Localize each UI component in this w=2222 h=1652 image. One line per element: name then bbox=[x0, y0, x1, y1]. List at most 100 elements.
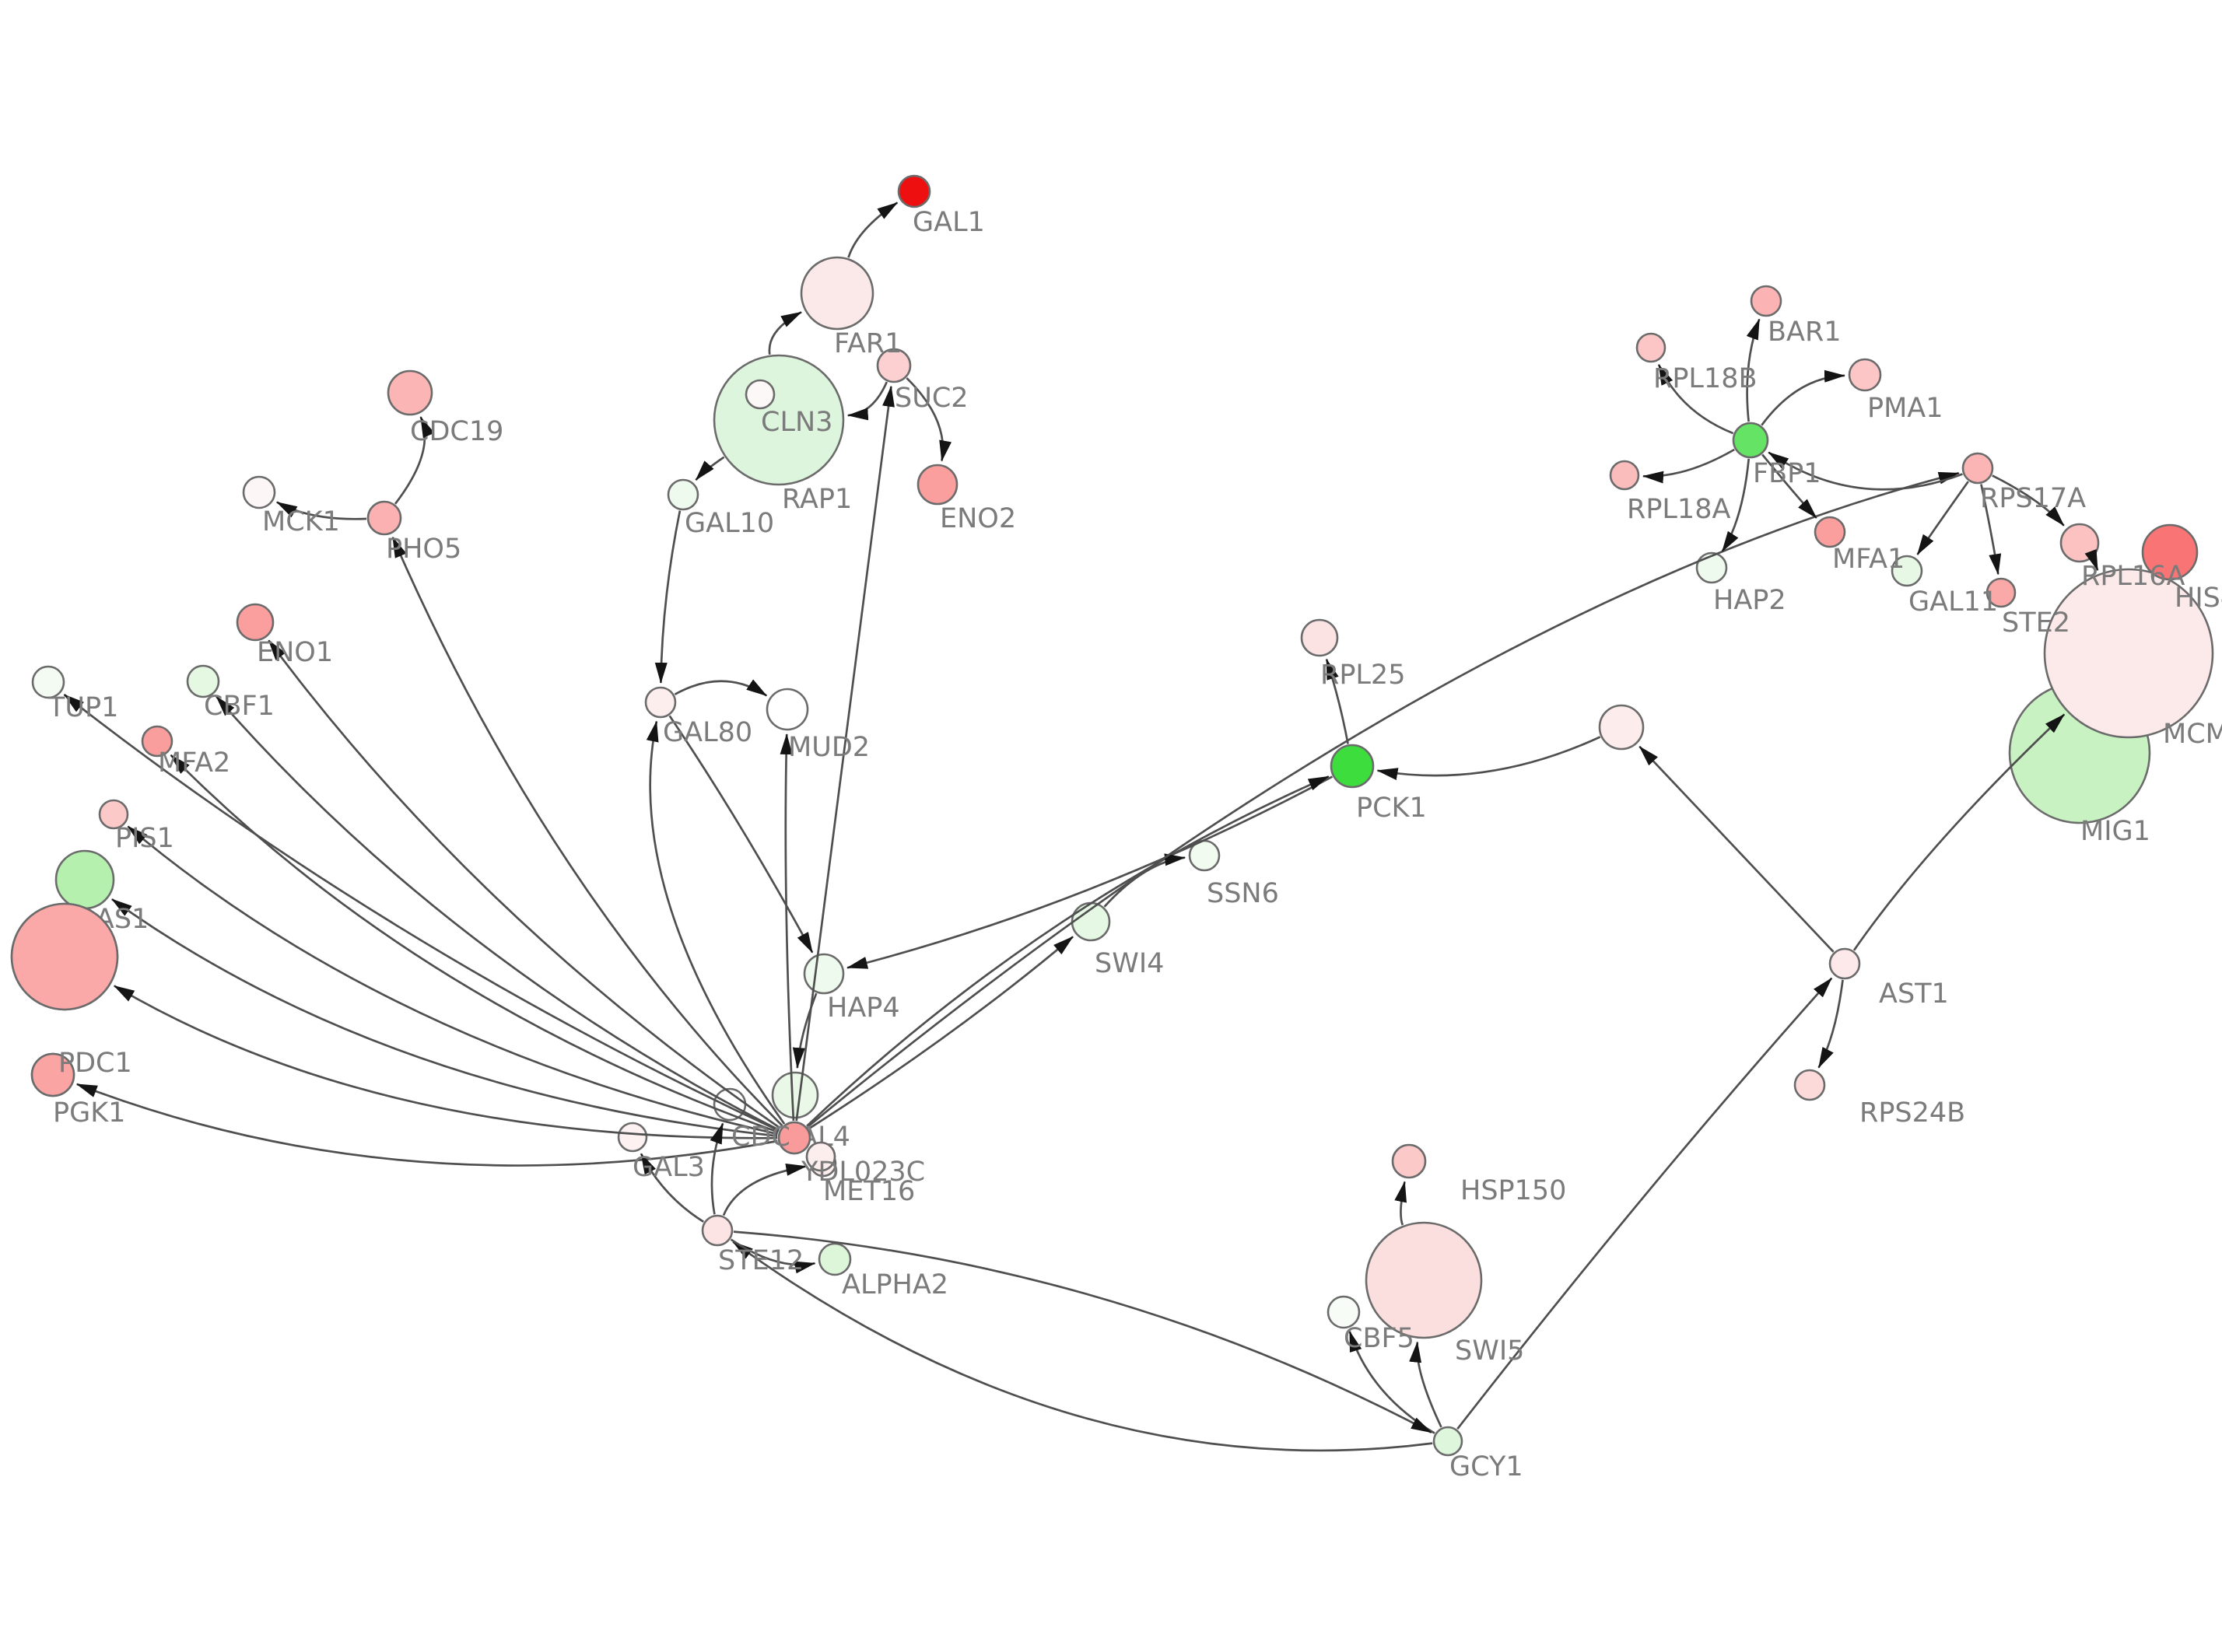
node-ste12[interactable] bbox=[701, 1214, 734, 1247]
node-swi5[interactable] bbox=[1365, 1221, 1483, 1339]
edge-fbp1-bar1[interactable] bbox=[1746, 318, 1761, 422]
edge-fbp1-rpl18b[interactable] bbox=[1657, 363, 1734, 435]
node-rpl18a[interactable] bbox=[1609, 460, 1640, 491]
node-node_g[interactable] bbox=[771, 1071, 819, 1119]
edge-gal4-gal80[interactable] bbox=[646, 720, 786, 1125]
edge-node_p-pck1[interactable] bbox=[1376, 736, 1601, 781]
edge-far1-gal1[interactable] bbox=[847, 201, 899, 258]
node-cbf5[interactable] bbox=[1327, 1295, 1361, 1329]
edge-gal4-rps17a[interactable] bbox=[807, 471, 1960, 1129]
node-hsp150[interactable] bbox=[1391, 1143, 1427, 1179]
edge-fbp1-hap2[interactable] bbox=[1721, 458, 1751, 552]
edge-gal4-eno1[interactable] bbox=[268, 639, 781, 1129]
node-ydl023c[interactable] bbox=[805, 1141, 836, 1172]
node-far1[interactable] bbox=[800, 256, 874, 331]
node-gal3[interactable] bbox=[617, 1122, 648, 1153]
node-gcy1[interactable] bbox=[1432, 1426, 1463, 1457]
edge-swi4-ssn6[interactable] bbox=[1103, 853, 1186, 908]
node-pho5[interactable] bbox=[366, 500, 402, 536]
edge-gcy1-ste12[interactable] bbox=[732, 1241, 1433, 1452]
node-mfa2[interactable] bbox=[141, 725, 173, 758]
node-gal1[interactable] bbox=[897, 174, 931, 208]
edge-ste12-cdc_w[interactable] bbox=[710, 1122, 724, 1215]
edge-cln3-far1[interactable] bbox=[768, 311, 802, 355]
edge-ste12-alpha2[interactable] bbox=[730, 1238, 816, 1274]
edge-gcy1-ast1[interactable] bbox=[1456, 977, 1833, 1430]
node-rpl18b[interactable] bbox=[1635, 332, 1666, 363]
node-node_p[interactable] bbox=[1598, 704, 1645, 751]
edge-ast1-node_p[interactable] bbox=[1638, 745, 1835, 953]
edge-pck1-rpl25[interactable] bbox=[1325, 658, 1349, 744]
node-mcm1[interactable] bbox=[2043, 568, 2214, 739]
edge-rpl16a-mcm1[interactable] bbox=[2084, 549, 2099, 572]
node-gal10[interactable] bbox=[667, 478, 699, 511]
edge-gal4-ras1[interactable] bbox=[111, 898, 778, 1137]
edge-pho5-mck1[interactable] bbox=[275, 501, 367, 520]
node-rpl16a[interactable] bbox=[2059, 523, 2100, 563]
edge-gcy1-swi5[interactable] bbox=[1409, 1341, 1442, 1428]
edge-cln3-gal10[interactable] bbox=[695, 456, 725, 481]
edge-rps17a-gal11[interactable] bbox=[1916, 481, 1969, 555]
edge-gal4-pis1[interactable] bbox=[127, 825, 778, 1136]
edge-pck1-hap4[interactable] bbox=[846, 775, 1334, 969]
node-pma1[interactable] bbox=[1848, 358, 1882, 392]
edge-gal4-mfa2[interactable] bbox=[170, 754, 779, 1133]
node-alpha2[interactable] bbox=[818, 1242, 852, 1276]
node-cbf1[interactable] bbox=[186, 664, 220, 698]
node-gal4[interactable] bbox=[777, 1121, 811, 1155]
node-suc2[interactable] bbox=[876, 348, 912, 383]
edge-pho5-cdc19[interactable] bbox=[394, 416, 435, 505]
edge-gal4-pho5[interactable] bbox=[391, 536, 783, 1127]
node-fbp1[interactable] bbox=[1732, 422, 1769, 459]
node-bar1[interactable] bbox=[1750, 285, 1782, 317]
node-pdc1[interactable] bbox=[10, 902, 119, 1011]
node-mud2[interactable] bbox=[766, 688, 809, 731]
node-hap4[interactable] bbox=[803, 953, 845, 995]
edge-gal4-pck1[interactable] bbox=[806, 775, 1330, 1127]
edge-gal4-pdc1[interactable] bbox=[113, 985, 778, 1139]
edge-ast1-rps24b[interactable] bbox=[1817, 979, 1844, 1069]
edge-suc2-cln3[interactable] bbox=[846, 381, 888, 421]
edge-rps17a-ste2[interactable] bbox=[1980, 484, 2002, 576]
node-rap1[interactable] bbox=[745, 379, 776, 410]
node-gal11[interactable] bbox=[1891, 555, 1923, 587]
edge-gal4-mud2[interactable] bbox=[780, 733, 795, 1122]
edge-ast1-mcm1[interactable] bbox=[1852, 713, 2066, 951]
node-rpl25[interactable] bbox=[1300, 618, 1339, 657]
node-his4[interactable] bbox=[2141, 523, 2199, 581]
edge-gal4-cbf1[interactable] bbox=[216, 695, 780, 1132]
edge-hap4-node_g[interactable] bbox=[792, 992, 818, 1069]
node-hap2[interactable] bbox=[1695, 551, 1728, 584]
edge-ste12-gcy1[interactable] bbox=[733, 1230, 1432, 1433]
edge-fbp1-rpl18a[interactable] bbox=[1642, 448, 1735, 484]
node-mfa1[interactable] bbox=[1814, 516, 1846, 548]
node-ste2[interactable] bbox=[1985, 577, 2017, 608]
edge-gal4-swi4[interactable] bbox=[808, 936, 1074, 1130]
edge-swi5-hsp150[interactable] bbox=[1394, 1181, 1407, 1226]
node-eno2[interactable] bbox=[916, 464, 959, 506]
edge-gal4-pgk1[interactable] bbox=[75, 1083, 778, 1167]
node-ast1[interactable] bbox=[1828, 947, 1861, 980]
edge-rps17a-fbp1[interactable] bbox=[1768, 451, 1963, 491]
edge-gal80-mud2[interactable] bbox=[674, 679, 768, 697]
node-eno1[interactable] bbox=[236, 603, 275, 642]
node-pck1[interactable] bbox=[1330, 744, 1375, 789]
edge-gal10-gal80[interactable] bbox=[654, 510, 682, 684]
edge-gal80-hap4[interactable] bbox=[668, 715, 814, 954]
node-cdc19[interactable] bbox=[387, 369, 433, 416]
edge-ste12-met16[interactable] bbox=[722, 1163, 808, 1216]
node-cln3[interactable] bbox=[713, 354, 845, 486]
edge-gal4-tup1[interactable] bbox=[63, 693, 780, 1132]
node-rps17a[interactable] bbox=[1961, 452, 1994, 485]
node-ras1[interactable] bbox=[54, 849, 115, 910]
node-gal80[interactable] bbox=[644, 686, 677, 719]
edge-ste12-gal3[interactable] bbox=[640, 1153, 704, 1223]
edge-fbp1-pma1[interactable] bbox=[1761, 369, 1845, 426]
node-tup1[interactable] bbox=[31, 665, 65, 699]
node-pgk1[interactable] bbox=[30, 1052, 75, 1097]
node-rps24b[interactable] bbox=[1793, 1069, 1826, 1101]
node-pis1[interactable] bbox=[98, 799, 129, 830]
edge-suc2-eno2[interactable] bbox=[906, 377, 952, 462]
edge-rps17a-rpl16a[interactable] bbox=[1992, 474, 2065, 527]
node-mck1[interactable] bbox=[242, 475, 276, 509]
